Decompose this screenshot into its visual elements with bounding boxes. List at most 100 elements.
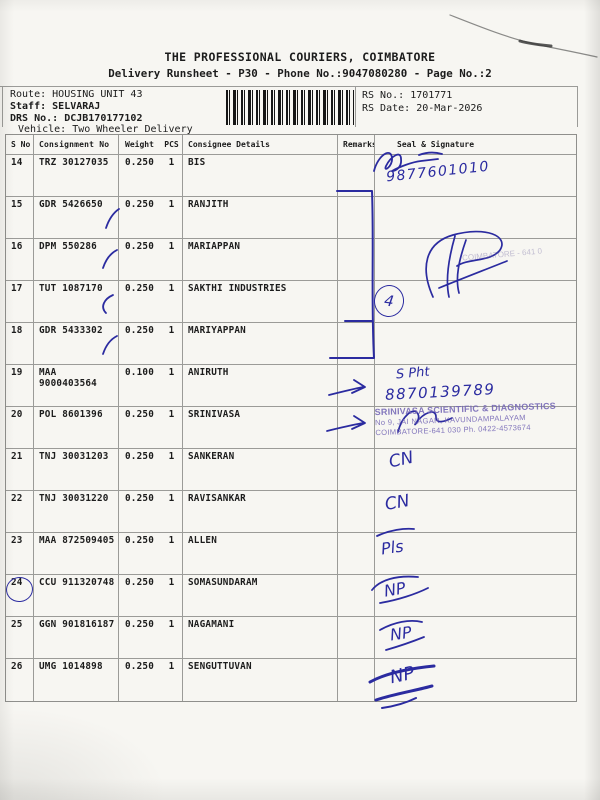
table-header-row: S No Consignment No Weight PCS Consignee… bbox=[6, 135, 576, 155]
drs-no-label: DRS No.: bbox=[10, 113, 59, 124]
cell-remarks bbox=[338, 449, 375, 490]
vehicle-label: Vehicle: bbox=[18, 124, 67, 135]
cell-pcs: 1 bbox=[161, 491, 183, 532]
cell-consignment: TNJ 30031220 bbox=[34, 491, 119, 532]
cell-consignment: MAA 9000403564 bbox=[34, 365, 119, 406]
cell-sno: 20 bbox=[6, 407, 34, 448]
cell-sno: 15 bbox=[6, 197, 34, 238]
cell-consignment: GDR 5426650 bbox=[34, 197, 119, 238]
cell-weight: 0.100 bbox=[125, 367, 154, 378]
handwritten-mark-row23: Pls bbox=[379, 536, 405, 559]
cell-consignee: ANIRUTH bbox=[183, 365, 338, 406]
drs-no-value: DCJB170177102 bbox=[64, 113, 143, 124]
cell-consignment: TUT 1087170 bbox=[34, 281, 119, 322]
cell-consignment: CCU 911320748 bbox=[34, 575, 119, 616]
header-box-left-border bbox=[2, 86, 3, 127]
table-row: 26 UMG 1014898 0.250 1 SENGUTTUVAN bbox=[6, 659, 576, 701]
cell-sno: 24 bbox=[6, 575, 34, 616]
cell-remarks bbox=[338, 155, 375, 196]
rs-no-label: RS No.: bbox=[362, 90, 405, 101]
rs-no-line: RS No.: 1701771 bbox=[362, 90, 452, 101]
cell-sno: 23 bbox=[6, 533, 34, 574]
rs-date-value: 20-Mar-2026 bbox=[416, 103, 483, 114]
cell-sno: 19 bbox=[6, 365, 34, 406]
runsheet-table: S No Consignment No Weight PCS Consignee… bbox=[5, 134, 577, 702]
header-box-mid-border bbox=[355, 86, 356, 127]
col-header-weight: Weight bbox=[125, 140, 154, 149]
table-row: 22 TNJ 30031220 0.250 1 RAVISANKAR bbox=[6, 491, 576, 533]
cell-consignee: MARIAPPAN bbox=[183, 239, 338, 280]
col-header-remarks: Remarks bbox=[338, 135, 375, 154]
cell-consignment: GDR 5433302 bbox=[34, 323, 119, 364]
cell-remarks bbox=[338, 281, 375, 322]
table-row: 23 MAA 872509405 0.250 1 ALLEN bbox=[6, 533, 576, 575]
cell-remarks bbox=[338, 239, 375, 280]
page-title: THE PROFESSIONAL COURIERS, COIMBATORE bbox=[164, 50, 436, 64]
cell-pcs: 1 bbox=[161, 239, 183, 280]
cell-remarks bbox=[338, 365, 375, 406]
paper-crease-dark-segment bbox=[518, 39, 553, 48]
cell-weight: 0.250 bbox=[125, 409, 154, 420]
staff-value: SELVARAJ bbox=[52, 101, 101, 112]
vehicle-value: Two Wheeler Delivery bbox=[72, 124, 193, 135]
cell-pcs: 1 bbox=[161, 617, 183, 658]
cell-weight: 0.250 bbox=[125, 493, 154, 504]
cell-sno: 22 bbox=[6, 491, 34, 532]
staff-label: Staff: bbox=[10, 101, 47, 112]
cell-pcs: 1 bbox=[161, 407, 183, 448]
cell-seal bbox=[375, 197, 576, 238]
cell-pcs: 1 bbox=[161, 365, 183, 406]
cell-consignment: TNJ 30031203 bbox=[34, 449, 119, 490]
cell-weight: 0.250 bbox=[125, 619, 154, 630]
cell-remarks bbox=[338, 323, 375, 364]
cell-pcs: 1 bbox=[161, 575, 183, 616]
cell-consignee: MARIYAPPAN bbox=[183, 323, 338, 364]
cell-remarks bbox=[338, 407, 375, 448]
cell-consignment: POL 8601396 bbox=[34, 407, 119, 448]
cell-consignee: SOMASUNDARAM bbox=[183, 575, 338, 616]
table-row: 18 GDR 5433302 0.250 1 MARIYAPPAN bbox=[6, 323, 576, 365]
handwritten-note-row19: S Pht bbox=[395, 364, 431, 383]
cell-weight: 0.250 bbox=[125, 283, 154, 294]
cell-remarks bbox=[338, 533, 375, 574]
rs-date-line: RS Date: 20-Mar-2026 bbox=[362, 103, 482, 114]
page-subtitle: Delivery Runsheet - P30 - Phone No.:9047… bbox=[108, 67, 492, 80]
cell-weight: 0.250 bbox=[125, 535, 154, 546]
cell-consignee: SANKERAN bbox=[183, 449, 338, 490]
cell-consignment: GGN 901816187 bbox=[34, 617, 119, 658]
table-row: 24 CCU 911320748 0.250 1 SOMASUNDARAM bbox=[6, 575, 576, 617]
cell-seal bbox=[375, 323, 576, 364]
cell-remarks bbox=[338, 575, 375, 616]
drs-no-line: DRS No.: DCJB170177102 bbox=[10, 113, 142, 124]
col-header-pcs: PCS bbox=[161, 135, 183, 154]
cell-remarks bbox=[338, 659, 375, 701]
table-row: 14 TRZ 30127035 0.250 1 BIS bbox=[6, 155, 576, 197]
cell-weight: 0.250 bbox=[125, 157, 154, 168]
rs-date-label: RS Date: bbox=[362, 103, 411, 114]
cell-pcs: 1 bbox=[161, 533, 183, 574]
route-line: Route: HOUSING UNIT 43 bbox=[10, 89, 142, 100]
col-header-consignment: Consignment No bbox=[34, 135, 119, 154]
cell-sno: 21 bbox=[6, 449, 34, 490]
cell-sno: 14 bbox=[6, 155, 34, 196]
cell-consignee: RAVISANKAR bbox=[183, 491, 338, 532]
cell-weight: 0.250 bbox=[125, 325, 154, 336]
srinivasa-stamp: SRINIVASA SCIENTIFIC & DIAGNOSTICS No 9,… bbox=[375, 401, 557, 438]
cell-sno: 26 bbox=[6, 659, 34, 701]
col-header-sno: S No bbox=[6, 135, 34, 154]
cell-seal bbox=[375, 533, 576, 574]
cell-sno: 17 bbox=[6, 281, 34, 322]
cell-sno: 25 bbox=[6, 617, 34, 658]
vehicle-line: Vehicle: Two Wheeler Delivery bbox=[18, 124, 193, 135]
cell-pcs: 1 bbox=[161, 449, 183, 490]
staff-line: Staff: SELVARAJ bbox=[10, 101, 100, 112]
cell-consignee: BIS bbox=[183, 155, 338, 196]
cell-weight: 0.250 bbox=[125, 661, 154, 672]
cell-consignee: SENGUTTUVAN bbox=[183, 659, 338, 701]
cell-consignee: SAKTHI INDUSTRIES bbox=[183, 281, 338, 322]
cell-weight: 0.250 bbox=[125, 199, 154, 210]
cell-pcs: 1 bbox=[161, 197, 183, 238]
table-row: 21 TNJ 30031203 0.250 1 SANKERAN bbox=[6, 449, 576, 491]
table-row: 25 GGN 901816187 0.250 1 NAGAMANI bbox=[6, 617, 576, 659]
